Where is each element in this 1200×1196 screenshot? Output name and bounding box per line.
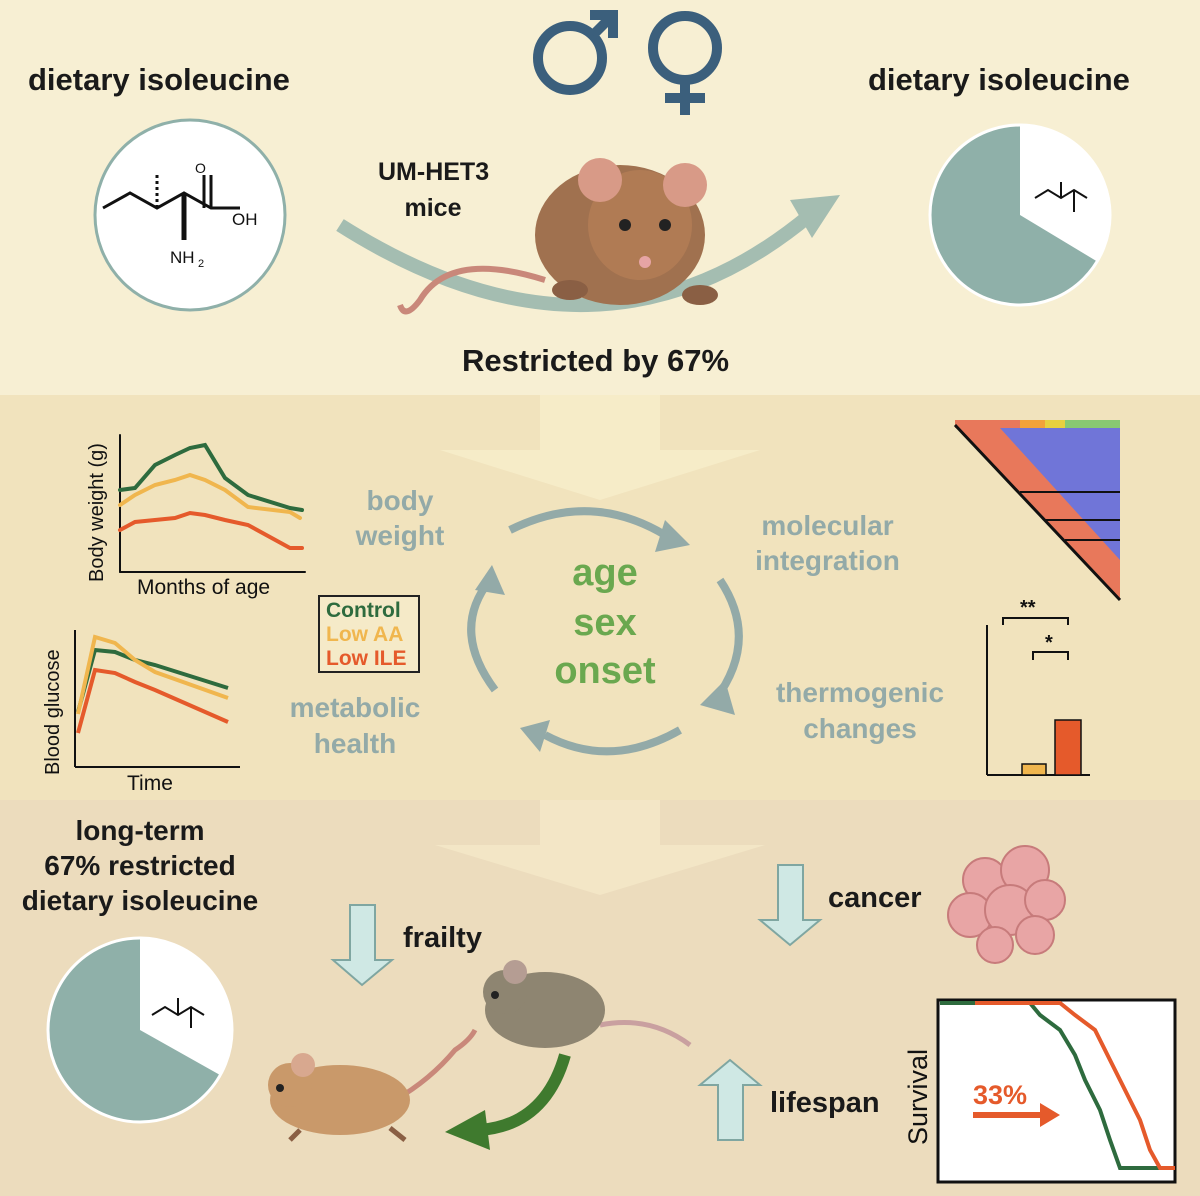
molecule-o: O — [195, 160, 206, 176]
cycle-onset: onset — [554, 650, 656, 692]
legend-low-ile: Low ILE — [326, 647, 407, 670]
grey-mouse-icon — [483, 960, 692, 1048]
glucose-ylabel: Blood glucose — [42, 649, 64, 775]
mice-label-line1: UM-HET3 — [378, 158, 490, 186]
label-changes: changes — [803, 713, 917, 744]
body-weight-xlabel: Months of age — [137, 576, 271, 599]
label-weight: weight — [355, 520, 445, 551]
longterm-line1: long-term — [75, 815, 205, 846]
curved-progress-arrow — [336, 209, 815, 312]
glucose-xlabel: Time — [127, 772, 173, 795]
label-body: body — [366, 485, 434, 516]
title-right: dietary isoleucine — [868, 62, 1130, 97]
isoleucine-pie-top-icon — [928, 123, 1112, 307]
molecule-oh: OH — [232, 210, 258, 229]
body-weight-chart — [118, 434, 306, 573]
female-symbol-icon — [648, 11, 722, 115]
glucose-control — [76, 647, 229, 713]
frailty-label: frailty — [403, 922, 482, 954]
glucose-chart — [74, 630, 240, 768]
lifespan-label: lifespan — [770, 1087, 880, 1119]
big-down-arrow-2 — [435, 800, 765, 895]
cycle-sex: sex — [573, 602, 637, 644]
thermogenic-bar-chart — [986, 617, 1090, 776]
brown-mouse-icon — [268, 1028, 478, 1142]
glucose-low-aa — [76, 634, 229, 715]
survival-chart — [936, 998, 1177, 1184]
top-mouse-icon — [397, 158, 718, 315]
isoleucine-pie-bottom-icon — [46, 936, 234, 1124]
control-line — [118, 442, 304, 512]
label-integration: integration — [755, 545, 900, 576]
cancer-label: cancer — [828, 882, 922, 914]
mice-label-line2: mice — [404, 194, 462, 222]
body-weight-ylabel: Body weight (g) — [86, 443, 108, 582]
title-left: dietary isoleucine — [28, 62, 290, 97]
survival-gain: 33% — [973, 1080, 1028, 1110]
glucose-low-ile — [76, 667, 229, 734]
significance-single: * — [1045, 632, 1053, 654]
longterm-line2: 67% restricted — [44, 850, 236, 881]
molecular-heatmap — [953, 420, 1122, 602]
legend-control: Control — [326, 599, 401, 622]
label-health: health — [313, 728, 397, 759]
label-thermogenic: thermogenic — [775, 677, 945, 708]
cancer-cells-icon — [947, 845, 1066, 964]
label-molecular: molecular — [761, 510, 894, 541]
low-ile-line — [118, 510, 304, 550]
molecule-nh: NH — [170, 248, 195, 267]
lifespan-up-arrow-icon — [697, 1058, 763, 1141]
aging-green-arrow — [479, 1053, 571, 1136]
survival-control-line — [940, 1001, 1175, 1170]
longterm-line3: dietary isoleucine — [21, 885, 259, 916]
label-metabolic: metabolic — [289, 692, 421, 723]
low-aa-line — [118, 472, 302, 520]
cycle-arrows — [467, 507, 743, 756]
big-down-arrow-1 — [440, 395, 760, 500]
survival-low-ile-line — [975, 1001, 1175, 1170]
survival-ylabel: Survival — [903, 1048, 933, 1145]
chart-legend: Control Low AA Low ILE — [318, 595, 420, 673]
molecule-sub2: 2 — [198, 258, 205, 270]
frailty-down-arrow-icon — [330, 904, 395, 987]
restriction-text: Restricted by 67% — [462, 343, 730, 378]
male-symbol-icon — [533, 10, 618, 95]
isoleucine-molecule-icon — [93, 118, 287, 312]
cancer-down-arrow-icon — [757, 864, 823, 947]
legend-low-aa: Low AA — [326, 623, 404, 646]
significance-double: ** — [1020, 597, 1036, 619]
cycle-age: age — [572, 552, 638, 594]
